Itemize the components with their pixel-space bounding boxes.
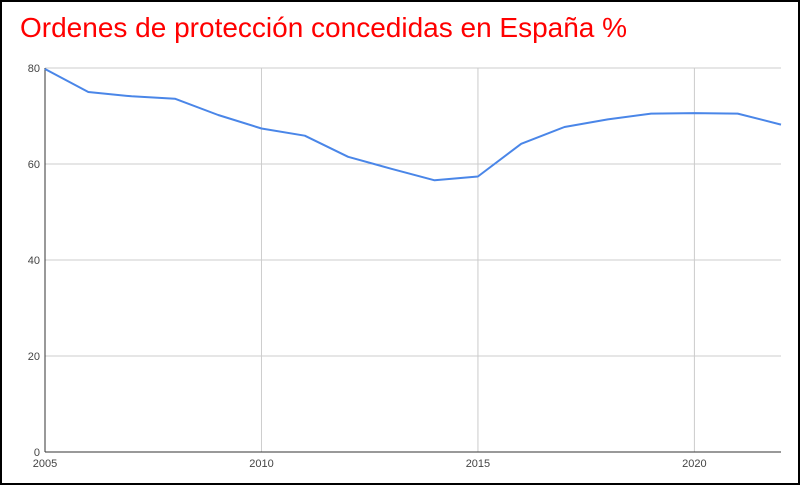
y-tick-label-60: 60	[28, 159, 40, 171]
y-tick-label-40: 40	[28, 255, 40, 267]
series-layer	[44, 68, 782, 182]
x-tick-label-2015: 2015	[466, 458, 490, 470]
y-tick-label-80: 80	[28, 63, 40, 75]
y-tick-label-0: 0	[34, 447, 40, 459]
x-tick-label-2010: 2010	[249, 458, 273, 470]
x-tick-label-2005: 2005	[33, 458, 57, 470]
series-line-0	[44, 68, 782, 182]
x-tick-label-2020: 2020	[682, 458, 706, 470]
tick-labels: 0 20 40 60 80 2005 2010 2015 2020	[28, 63, 707, 470]
y-tick-label-20: 20	[28, 351, 40, 363]
axes	[44, 68, 781, 453]
grid-lines	[45, 67, 781, 452]
chart-title: Ordenes de protección concedidas en Espa…	[20, 12, 628, 43]
